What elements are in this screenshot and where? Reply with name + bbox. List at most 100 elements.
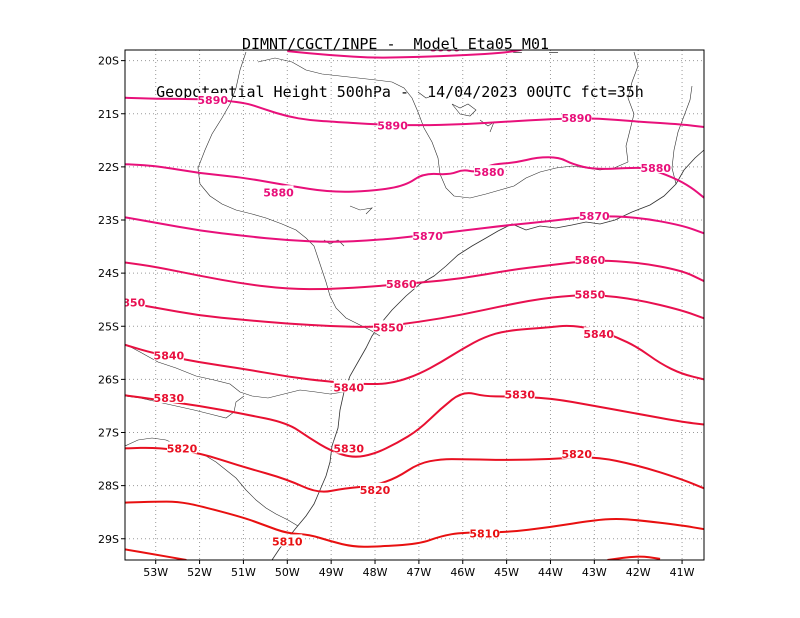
title-line-2: Geopotential Height 500hPa - 14/04/2023 … xyxy=(156,83,644,101)
contour-5800-10 xyxy=(125,548,187,560)
graticule xyxy=(125,50,704,560)
title-line-1: DIMNT/CGCT/INPE - Model Eta05_M01_ xyxy=(241,35,559,53)
lon-tick-label: 53W xyxy=(143,566,168,579)
state-border-6 xyxy=(125,343,345,399)
contour-label-5860: 5860 xyxy=(575,254,606,267)
lon-tick-label: 52W xyxy=(187,566,212,579)
contour-label-bg xyxy=(640,160,671,173)
state-border-2 xyxy=(321,269,381,337)
lon-tick-label: 50W xyxy=(275,566,300,579)
contour-label-5820: 5820 xyxy=(167,442,198,455)
lat-tick-label: 21S xyxy=(98,108,119,121)
state-border-3 xyxy=(257,57,629,199)
contour-label-bg xyxy=(333,441,364,454)
contour-labels: 5900 5890 5890 5890 5880 5880 5880 5870 5870 5860… xyxy=(122,41,671,548)
contour-label-bg xyxy=(412,228,443,241)
state-border-4 xyxy=(625,51,639,163)
contour-5830-7 xyxy=(125,392,704,458)
contour-label-bg xyxy=(373,320,404,333)
lon-tick-label: 42W xyxy=(626,566,651,579)
contour-5850-5 xyxy=(125,294,704,328)
lon-tick-label: 43W xyxy=(582,566,607,579)
lat-tick-label: 23S xyxy=(98,214,119,227)
contour-label-bg xyxy=(167,441,198,454)
contour-label-bg xyxy=(125,295,146,308)
contour-label-bg xyxy=(153,390,184,403)
lat-tick-label: 24S xyxy=(98,267,119,280)
state-border-8 xyxy=(125,437,299,527)
contour-label-5860: 5860 xyxy=(386,278,417,291)
contour-label-5830: 5830 xyxy=(154,392,185,405)
state-border-1 xyxy=(197,51,323,271)
state-border-7 xyxy=(125,395,245,419)
map-title: DIMNT/CGCT/INPE - Model Eta05_M01_ Geopo… xyxy=(0,4,800,116)
contour-label-5810: 5810 xyxy=(272,535,303,548)
contour-5900-0 xyxy=(287,50,526,59)
height-contours xyxy=(125,50,704,560)
contour-label-5830: 5830 xyxy=(333,442,364,455)
lon-tick-label: 49W xyxy=(319,566,344,579)
lat-tick-label: 29S xyxy=(98,533,119,546)
contour-label-bg xyxy=(583,327,614,340)
contour-label-5850: 5850 xyxy=(373,321,404,334)
contour-label-bg xyxy=(561,111,592,123)
lon-tick-label: 48W xyxy=(363,566,388,579)
contour-label-bg xyxy=(474,165,505,178)
lat-tick-label: 26S xyxy=(98,373,119,386)
axis-ticks: 20S 21S 22S 23S 24S 25S 26S 27S 28S 29S 53W 52W 51W 5… xyxy=(98,55,695,579)
contour-label-bg xyxy=(272,534,303,547)
coastline xyxy=(271,149,704,560)
contour-label-5840: 5840 xyxy=(154,349,185,362)
contour-label-5840: 5840 xyxy=(333,381,364,394)
contour-label-5840: 5840 xyxy=(583,328,614,341)
map-frame xyxy=(124,49,705,561)
contour-label-5850: 850 xyxy=(122,296,145,309)
contour-label-5900: 5900 xyxy=(430,41,461,54)
contour-label-bg xyxy=(197,92,228,105)
contour-label-bg xyxy=(430,50,461,53)
contour-label-5890: 5890 xyxy=(197,94,228,107)
contour-label-5890: 5890 xyxy=(561,112,592,125)
contour-5840-6 xyxy=(125,324,704,386)
contour-label-bg xyxy=(360,482,391,495)
contour-5810-9 xyxy=(125,500,704,548)
contour-label-5890: 5890 xyxy=(377,119,408,132)
contour-label-bg xyxy=(469,526,500,539)
state-border-5 xyxy=(671,85,693,185)
contour-label-bg xyxy=(386,276,417,289)
contour-label-bg xyxy=(504,387,535,400)
lat-tick-label: 20S xyxy=(98,55,119,68)
contour-label-bg xyxy=(333,380,364,393)
contour-label-5820: 5820 xyxy=(561,448,592,461)
contour-5880-2 xyxy=(125,156,704,199)
contour-label-bg xyxy=(263,185,294,198)
contour-label-5830: 5830 xyxy=(504,388,535,401)
lon-tick-label: 46W xyxy=(450,566,475,579)
contour-label-5820: 5820 xyxy=(360,484,391,497)
contour-label-5870: 5870 xyxy=(579,210,610,223)
contour-label-5850: 5850 xyxy=(575,288,606,301)
contour-5820-8 xyxy=(125,446,704,493)
contour-label-bg xyxy=(579,208,610,221)
lat-tick-label: 28S xyxy=(98,480,119,493)
lon-tick-label: 47W xyxy=(406,566,431,579)
lat-tick-label: 22S xyxy=(98,161,119,174)
contour-label-5870: 5870 xyxy=(412,230,443,243)
contour-label-bg xyxy=(561,446,592,459)
contour-5860-4 xyxy=(125,259,704,291)
reservoirs xyxy=(323,91,495,247)
contour-label-bg xyxy=(377,118,408,131)
lon-tick-label: 41W xyxy=(670,566,695,579)
basemap xyxy=(125,51,704,560)
contour-5890-1 xyxy=(125,96,704,128)
contour-label-bg xyxy=(574,287,605,300)
contour-label-5880: 5880 xyxy=(640,162,671,175)
lon-tick-label: 45W xyxy=(494,566,519,579)
lon-tick-label: 44W xyxy=(538,566,563,579)
contour-label-bg xyxy=(153,348,184,361)
lat-tick-label: 27S xyxy=(98,427,119,440)
contour-5800-11 xyxy=(607,555,661,560)
contour-label-5880: 5880 xyxy=(474,166,505,179)
contour-label-bg xyxy=(574,252,605,265)
